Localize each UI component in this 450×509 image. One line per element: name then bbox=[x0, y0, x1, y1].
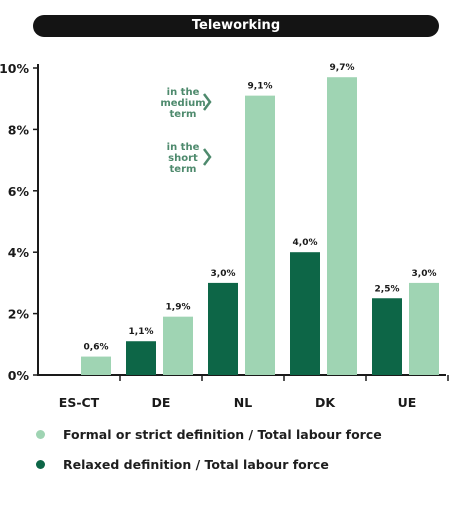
x-tick-label: NL bbox=[234, 395, 252, 410]
annotation-text: term bbox=[170, 109, 197, 120]
data-label: 9,7% bbox=[330, 63, 355, 73]
annotation-arrow bbox=[203, 148, 212, 166]
annotation-text: in the bbox=[167, 142, 200, 153]
bar-relaxed bbox=[126, 341, 156, 375]
data-label: 2,5% bbox=[375, 284, 400, 294]
legend-swatch-strict bbox=[36, 430, 45, 439]
data-label: 0,6% bbox=[84, 343, 109, 353]
y-tick-label: 4% bbox=[8, 245, 30, 260]
bar-strict bbox=[327, 77, 357, 376]
bar-relaxed bbox=[372, 298, 402, 375]
x-tick-label: DK bbox=[315, 395, 336, 410]
annotation-arrow bbox=[203, 93, 212, 111]
annotation-text: in the bbox=[167, 87, 200, 98]
bar-strict bbox=[163, 316, 193, 375]
bar-relaxed bbox=[290, 252, 320, 375]
data-label: 1,1% bbox=[129, 327, 154, 337]
annotation-text: term bbox=[170, 164, 197, 175]
annotation-text: medium bbox=[160, 98, 205, 109]
x-tick-label: DE bbox=[152, 395, 171, 410]
x-tick-label: ES-CT bbox=[59, 395, 100, 410]
bar-strict bbox=[245, 95, 275, 375]
data-label: 9,1% bbox=[248, 82, 273, 92]
legend-label-relaxed: Relaxed definition / Total labour force bbox=[63, 457, 329, 472]
data-label: 3,0% bbox=[412, 269, 437, 279]
bar-strict bbox=[81, 356, 111, 375]
bar-relaxed bbox=[208, 282, 238, 375]
y-tick-label: 8% bbox=[8, 122, 30, 137]
y-tick-label: 0% bbox=[8, 368, 30, 383]
y-tick-label: 6% bbox=[8, 184, 30, 199]
bar-strict bbox=[409, 282, 439, 375]
data-label: 1,9% bbox=[166, 303, 191, 313]
y-tick-label: 10% bbox=[0, 61, 29, 76]
annotation-text: short bbox=[168, 153, 198, 164]
chart-title: Teleworking bbox=[33, 15, 439, 37]
data-label: 3,0% bbox=[211, 269, 236, 279]
legend-label-strict: Formal or strict definition / Total labo… bbox=[63, 427, 382, 442]
legend-swatch-relaxed bbox=[36, 460, 45, 469]
x-tick-label: UE bbox=[398, 395, 417, 410]
data-label: 4,0% bbox=[293, 238, 318, 248]
y-tick-label: 2% bbox=[8, 307, 30, 322]
